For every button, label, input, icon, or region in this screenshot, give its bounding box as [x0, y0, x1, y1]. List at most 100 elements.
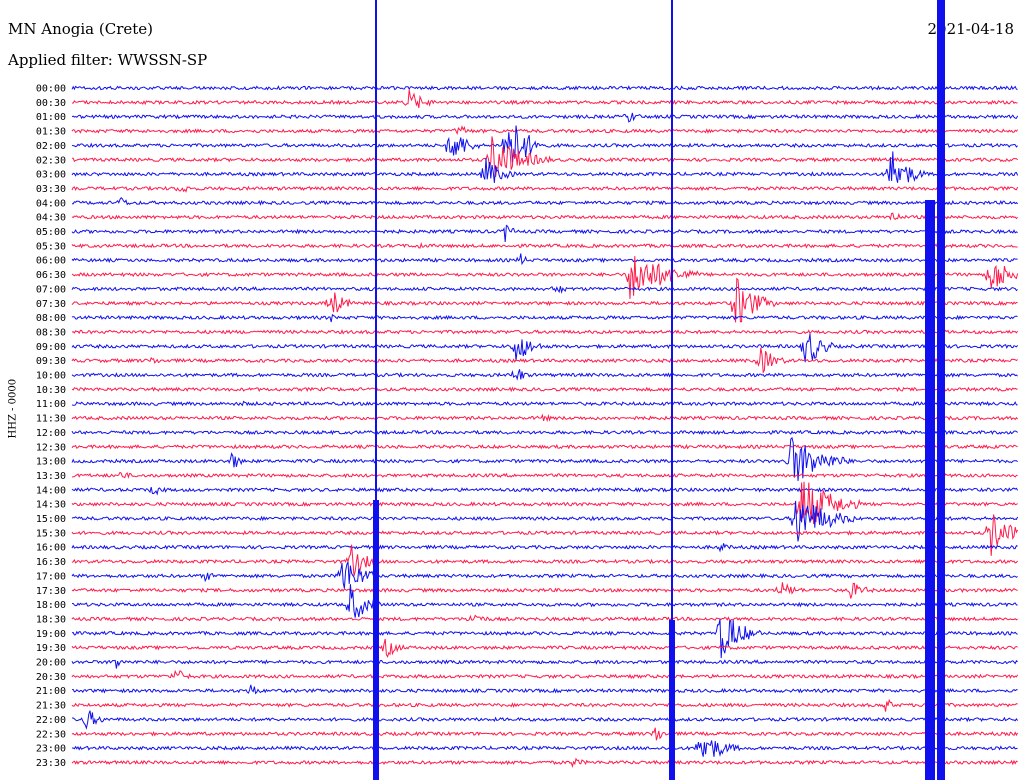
trace-line — [71, 285, 1018, 294]
trace-line — [71, 386, 1018, 393]
trace-line — [71, 500, 1019, 542]
time-tick-label: 18:00 — [36, 600, 66, 611]
time-tick-label: 02:30 — [36, 155, 66, 166]
trace-line — [71, 582, 1018, 599]
time-tick-label: 06:00 — [36, 256, 66, 267]
trace-line — [71, 618, 1018, 659]
time-tick-label: 16:00 — [36, 543, 66, 554]
trace-line — [71, 347, 1018, 374]
trace-line — [71, 413, 1018, 423]
time-tick-label: 21:00 — [36, 686, 66, 697]
trace-line — [71, 329, 1018, 335]
trace-line — [71, 727, 1019, 741]
trace-line — [71, 253, 1018, 266]
time-tick-label: 01:30 — [36, 127, 66, 138]
time-tick-label: 09:30 — [36, 356, 66, 367]
time-tick-label: 23:30 — [36, 758, 66, 769]
trace-line — [71, 400, 1018, 407]
time-tick-label: 07:30 — [36, 299, 66, 310]
trace-line — [71, 212, 1018, 221]
trace-line — [71, 429, 1018, 436]
time-tick-label: 22:00 — [36, 715, 66, 726]
time-tick-label: 00:30 — [36, 98, 66, 109]
time-tick-label: 06:30 — [36, 270, 66, 281]
time-tick-label: 19:00 — [36, 629, 66, 640]
time-tick-label: 11:00 — [36, 399, 66, 410]
time-tick-label: 02:00 — [36, 141, 66, 152]
trace-line — [71, 544, 1018, 577]
time-tick-label: 18:30 — [36, 614, 66, 625]
trace-line — [72, 584, 1018, 618]
time-tick-label: 10:30 — [36, 385, 66, 396]
trace-line — [71, 614, 1018, 622]
filter-label: Applied filter: WWSSN-SP — [8, 51, 208, 69]
trace-line — [72, 710, 1019, 730]
time-tick-label: 12:30 — [36, 442, 66, 453]
time-tick-label: 01:00 — [36, 112, 66, 123]
time-tick-label: 15:30 — [36, 528, 66, 539]
trace-line — [71, 471, 1018, 479]
time-tick-label: 19:30 — [36, 643, 66, 654]
trace-line — [71, 486, 1019, 496]
time-tick-label: 14:30 — [36, 500, 66, 511]
time-tick-label: 05:00 — [36, 227, 66, 238]
time-tick-label: 14:00 — [36, 485, 66, 496]
time-tick-label: 21:30 — [36, 701, 66, 712]
time-tick-labels: 00:00 00:30 01:00 01:30 02:00 02:30 03:00 03:30… — [36, 84, 66, 769]
time-tick-label: 10:00 — [36, 371, 66, 382]
trace-line — [71, 89, 1018, 108]
trace-line — [71, 757, 1018, 769]
time-tick-label: 17:00 — [36, 571, 66, 582]
trace-line — [71, 313, 1018, 323]
trace-line — [71, 256, 1019, 299]
time-tick-label: 16:30 — [36, 557, 66, 568]
trace-line — [71, 224, 1018, 243]
time-tick-label: 20:30 — [36, 672, 66, 683]
trace-line — [71, 277, 1018, 323]
time-tick-label: 03:30 — [36, 184, 66, 195]
vertical-spikes — [373, 0, 945, 780]
trace-line — [71, 185, 1019, 193]
time-tick-label: 22:30 — [36, 729, 66, 740]
time-tick-label: 20:00 — [36, 658, 66, 669]
time-tick-label: 13:30 — [36, 471, 66, 482]
trace-line — [71, 638, 1018, 658]
trace-line — [71, 561, 1018, 589]
station-title: MN Anogia (Crete) — [8, 20, 154, 38]
trace-line — [71, 112, 1019, 123]
trace-line — [71, 543, 1018, 553]
trace-line — [71, 125, 1018, 136]
time-tick-label: 08:30 — [36, 327, 66, 338]
time-tick-label: 12:00 — [36, 428, 66, 439]
time-tick-label: 00:00 — [36, 84, 66, 95]
time-tick-label: 15:00 — [36, 514, 66, 525]
trace-line — [71, 659, 1018, 669]
trace-line — [71, 151, 1019, 183]
trace-line — [72, 740, 1018, 757]
time-tick-label: 07:00 — [36, 284, 66, 295]
trace-line — [71, 242, 1018, 249]
trace-line — [71, 443, 1018, 450]
trace-line — [71, 85, 1018, 91]
time-tick-label: 09:00 — [36, 342, 66, 353]
time-tick-label: 17:30 — [36, 586, 66, 597]
trace-line — [71, 514, 1019, 556]
trace-line — [71, 481, 1018, 525]
time-tick-label: 23:00 — [36, 744, 66, 755]
trace-line — [71, 698, 1018, 712]
time-tick-label: 11:30 — [36, 414, 66, 425]
trace-line — [71, 436, 1018, 481]
trace-line — [71, 125, 1018, 163]
trace-line — [71, 333, 1018, 363]
trace-line — [71, 369, 1018, 381]
time-tick-label: 04:00 — [36, 198, 66, 209]
time-tick-label: 08:00 — [36, 313, 66, 324]
time-tick-label: 03:00 — [36, 170, 66, 181]
time-tick-label: 05:30 — [36, 241, 66, 252]
time-tick-label: 13:00 — [36, 457, 66, 468]
trace-line — [71, 197, 1018, 206]
trace-line — [72, 136, 1018, 177]
trace-line — [71, 684, 1018, 695]
time-tick-label: 04:30 — [36, 213, 66, 224]
